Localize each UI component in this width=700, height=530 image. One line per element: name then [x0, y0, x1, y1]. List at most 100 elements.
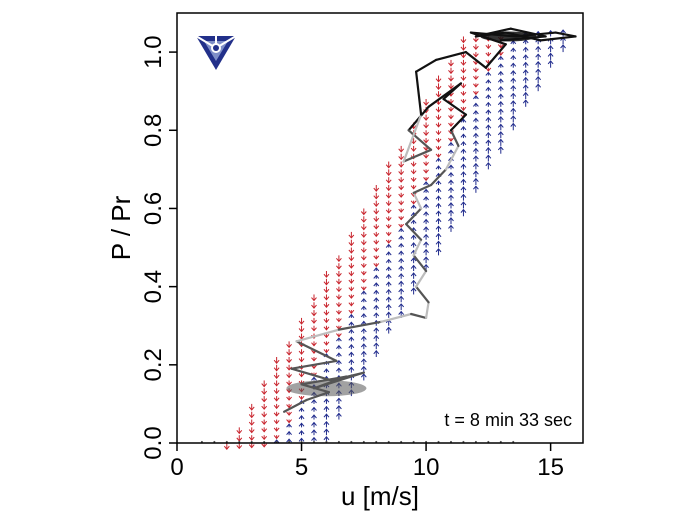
y-tick-label: 0.4 [140, 270, 167, 303]
arrow-head [398, 303, 405, 308]
arrow-head [273, 420, 280, 425]
y-tick-label: 0.0 [140, 426, 167, 459]
arrow-head [273, 412, 280, 417]
arrow-head [448, 85, 454, 90]
axes: 0 5 10 15 0.0 0.2 0.4 0.6 0.8 1.0 [140, 35, 564, 481]
arrow-head [348, 294, 355, 299]
trajectory-segment [415, 285, 430, 304]
arrow-head [398, 178, 405, 183]
arrow-head [435, 100, 442, 106]
arrow-head [398, 280, 405, 285]
trajectory-cluster [480, 31, 537, 42]
arrow-head [410, 147, 417, 152]
trajectory-segment [410, 312, 428, 320]
arrow-head [248, 444, 255, 449]
arrow-head [398, 193, 405, 198]
arrow-head [311, 342, 317, 347]
arrow-head [398, 148, 405, 153]
arrow-head [261, 398, 268, 403]
arrow-head [497, 70, 504, 76]
arrow-head [385, 224, 392, 229]
arrow-head [348, 336, 355, 341]
arrow-head [485, 71, 492, 76]
triangle-logo-icon [195, 35, 237, 70]
arrow-head [473, 91, 479, 96]
arrow-head [410, 219, 417, 224]
arrow-head [261, 435, 268, 441]
arrow-head [423, 256, 429, 261]
trajectory-segment [412, 238, 423, 257]
arrow-head [435, 78, 442, 83]
arrow-head [497, 116, 504, 121]
arrow-head [497, 131, 504, 136]
arrow-head [373, 349, 380, 355]
trajectory-segment [442, 97, 468, 116]
arrow-head [360, 290, 367, 295]
arrow-head [360, 248, 367, 253]
arrow-head [398, 265, 405, 270]
arrow-head [373, 312, 380, 317]
trajectory-segment [295, 328, 341, 343]
arrow-head [323, 413, 330, 418]
arrow-head [435, 93, 442, 98]
arrow-head [460, 208, 467, 213]
arrow-head [460, 106, 467, 111]
arrow-head [510, 70, 517, 75]
arrow-head [373, 274, 380, 279]
arrow-head [373, 217, 380, 223]
arrow-head [473, 155, 479, 160]
arrow-head [385, 232, 392, 237]
trajectory-segment [407, 129, 433, 151]
arrow-head [373, 282, 380, 287]
arrow-head [460, 91, 467, 96]
arrow-head [360, 263, 367, 268]
arrow-head [410, 177, 417, 182]
arrow-head [497, 63, 504, 68]
arrow-head [448, 70, 454, 75]
arrow-head [398, 273, 405, 278]
arrow-head [323, 405, 330, 410]
arrow-head [385, 258, 392, 263]
arrow-head [385, 194, 392, 199]
arrow-head [323, 303, 330, 309]
arrow-head [360, 358, 367, 363]
arrow-head [261, 383, 268, 388]
arrow-head [398, 223, 405, 228]
arrow-head [360, 343, 367, 348]
arrow-head [423, 233, 429, 238]
arrow-head [385, 251, 392, 256]
arrow-head [273, 382, 280, 387]
arrow-head [423, 181, 429, 186]
arrow-head [323, 420, 330, 426]
arrow-head [360, 218, 367, 223]
arrow-head [360, 305, 367, 310]
arrow-head [510, 55, 517, 60]
arrow-head [348, 313, 355, 319]
arrow-head [398, 163, 405, 168]
arrow-head [473, 185, 479, 190]
arrow-head [410, 287, 417, 292]
arrow-head [348, 272, 355, 277]
arrow-head [323, 398, 330, 403]
arrow-head [435, 195, 442, 200]
arrow-head [286, 419, 292, 424]
arrow-head [497, 55, 504, 60]
arrow-head [373, 248, 380, 253]
arrow-head [348, 287, 355, 292]
arrow-head [336, 337, 342, 342]
arrow-head [261, 390, 268, 395]
arrow-head [448, 115, 454, 120]
arrow-head [410, 234, 417, 239]
arrow-head [460, 69, 467, 74]
arrow-head [448, 107, 454, 112]
arrow-head [373, 195, 380, 200]
arrow-head [547, 60, 554, 65]
arrow-head [497, 138, 504, 143]
arrow-head [423, 248, 429, 253]
arrow-head [298, 395, 305, 401]
arrow-head [336, 280, 342, 285]
arrow-head [435, 187, 442, 192]
arrow-head [311, 297, 317, 302]
arrow-head [385, 266, 392, 271]
arrow-head [448, 217, 454, 222]
